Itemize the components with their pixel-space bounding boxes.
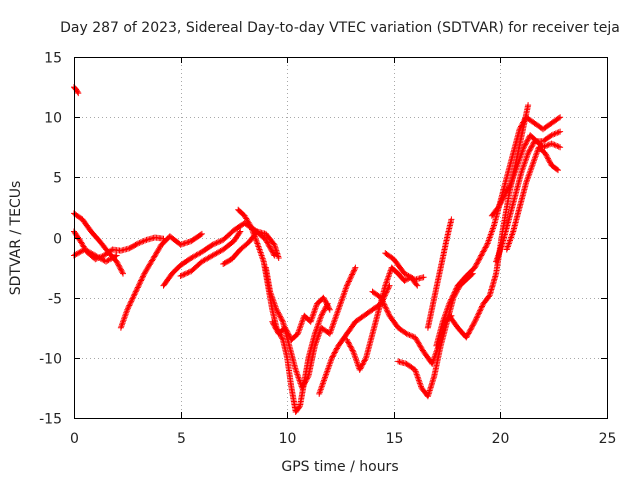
data-point-markers (382, 250, 427, 283)
data-point-markers (488, 132, 564, 219)
data-point-markers (71, 84, 82, 97)
series-arc-b (71, 228, 167, 263)
series-arc-j (262, 264, 359, 391)
series-arc-k (269, 294, 333, 343)
data-point-markers (269, 294, 333, 343)
series-arc-e (117, 230, 205, 331)
y-tick-label: -10 (39, 352, 62, 368)
tick-layer (74, 57, 608, 419)
chart-title: Day 287 of 2023, Sidereal Day-to-day VTE… (60, 20, 620, 36)
series-arc-u (488, 132, 564, 219)
x-tick-labels: 0 5 10 15 20 25 (70, 431, 616, 447)
y-tick-label: 0 (53, 232, 62, 248)
series-arc-q (424, 216, 455, 331)
series-arc-t (493, 128, 564, 265)
data-point-markers (493, 128, 564, 265)
data-point-markers (177, 228, 244, 279)
x-tick-label: 25 (599, 431, 617, 447)
x-tick-label: 5 (177, 431, 186, 447)
y-axis-label: SDTVAR / TECUs (8, 181, 24, 296)
x-tick-label: 0 (70, 431, 79, 447)
x-tick-label: 10 (279, 431, 297, 447)
y-tick-label: 15 (44, 51, 62, 67)
series-arc-h (220, 228, 282, 267)
data-point-markers (262, 264, 359, 391)
y-tick-label: -5 (48, 292, 62, 308)
x-tick-label: 15 (386, 431, 404, 447)
x-tick-label: 20 (492, 431, 510, 447)
data-point-markers (503, 144, 561, 253)
data-point-markers (424, 216, 455, 331)
y-tick-label: 10 (44, 111, 62, 127)
y-tick-label: -15 (39, 412, 62, 428)
marks-layer (71, 84, 564, 415)
data-point-markers (343, 264, 421, 373)
data-point-markers (220, 228, 282, 267)
series-arc-g (177, 228, 244, 279)
data-point-markers (117, 230, 205, 331)
series-arc-n (382, 250, 427, 283)
series-arc-v (503, 144, 561, 253)
x-axis-label: GPS time / hours (281, 459, 398, 475)
series-arc-m (343, 264, 421, 373)
y-tick-labels: 15 10 5 0 -5 -10 -15 (39, 51, 62, 428)
series-arc-a (71, 84, 82, 97)
data-point-markers (71, 228, 167, 263)
y-tick-label: 5 (53, 171, 62, 187)
